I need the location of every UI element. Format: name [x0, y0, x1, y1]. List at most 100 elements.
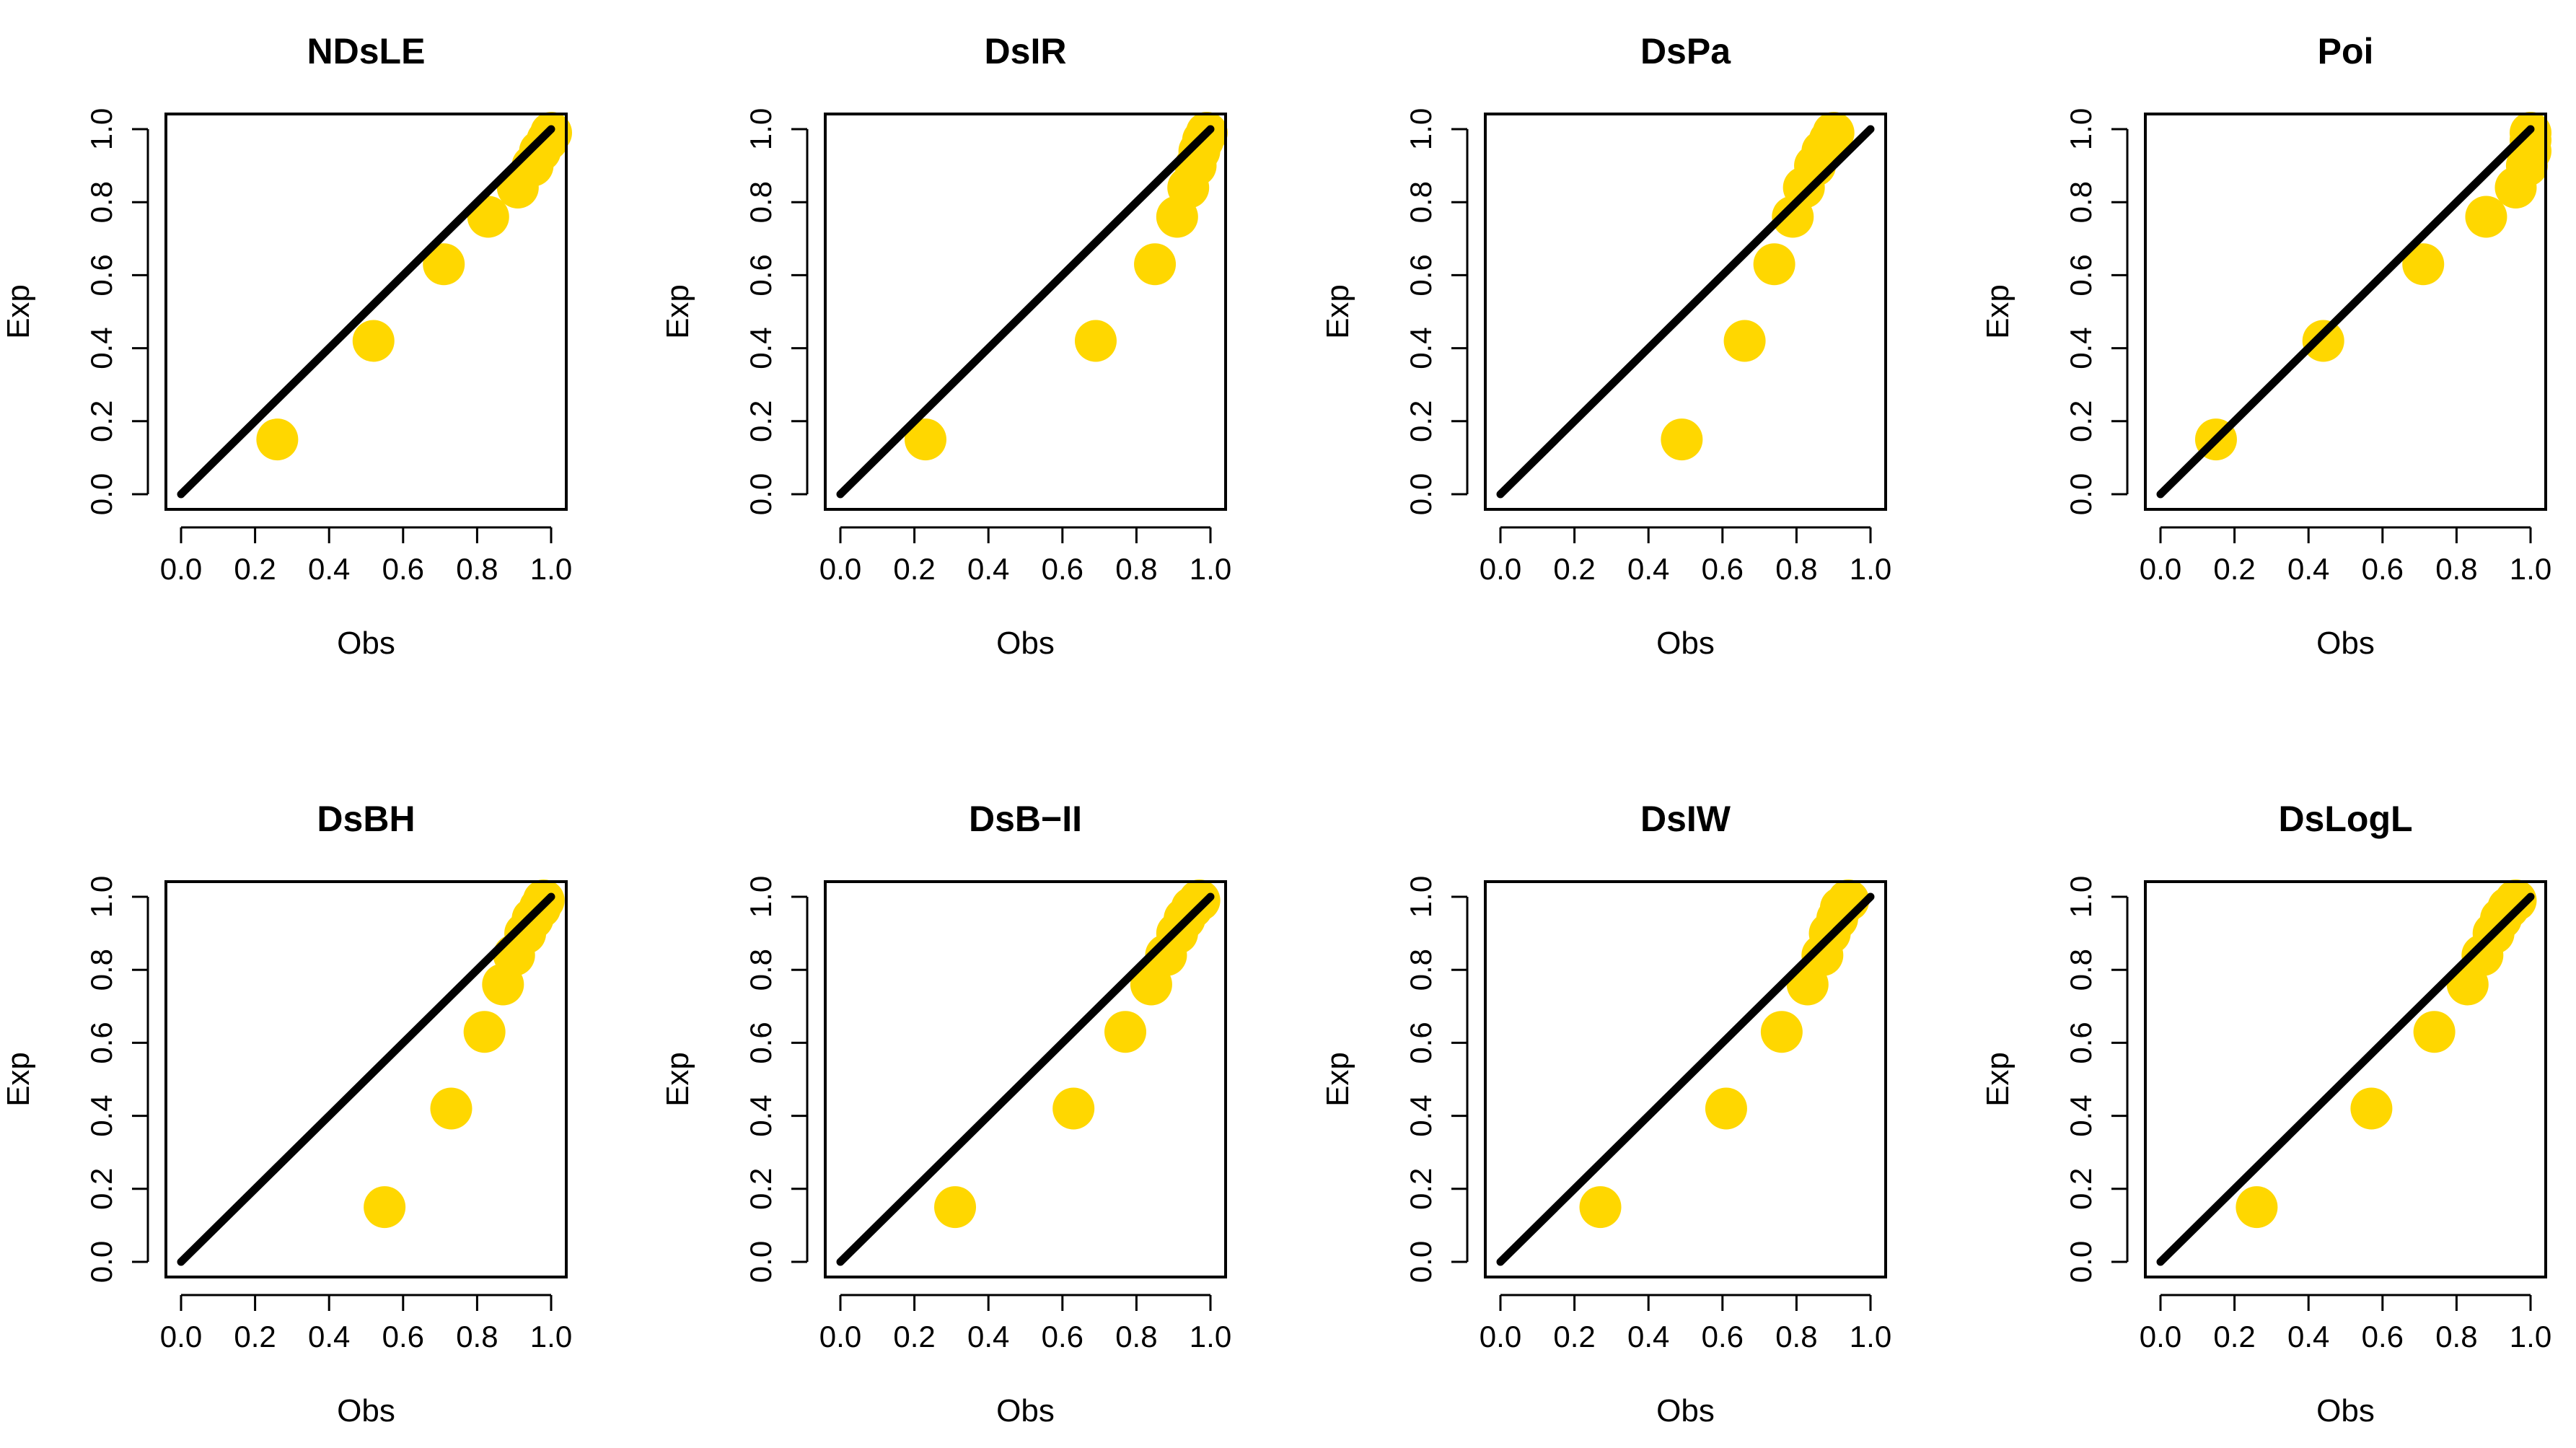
y-tick-label: 1.0 — [84, 108, 118, 150]
y-tick-label: 0.4 — [744, 1094, 778, 1136]
data-point — [2236, 1186, 2278, 1229]
data-point — [256, 418, 299, 461]
y-tick-label: 0.4 — [744, 327, 778, 369]
y-tick-label: 0.8 — [744, 949, 778, 991]
data-point — [2465, 196, 2507, 238]
y-tick-label: 0.2 — [84, 1168, 118, 1210]
y-tick-label: 1.0 — [2064, 876, 2098, 918]
x-tick-label: 1.0 — [2510, 1320, 2551, 1353]
y-tick-label: 0.0 — [2064, 473, 2098, 515]
x-tick-label: 0.4 — [967, 552, 1009, 586]
data-point — [463, 1011, 506, 1053]
y-tick-label: 0.2 — [1404, 400, 1438, 442]
x-axis-label: Obs — [1656, 626, 1715, 661]
data-point — [2413, 1011, 2456, 1053]
x-tick-label: 0.0 — [160, 552, 202, 586]
y-tick-label: 0.0 — [1404, 1241, 1438, 1283]
x-tick-label: 0.8 — [1115, 1320, 1157, 1353]
x-axis-label: Obs — [337, 626, 395, 661]
y-tick-label: 0.2 — [84, 400, 118, 442]
y-tick-label: 0.8 — [2064, 949, 2098, 991]
y-tick-label: 0.8 — [84, 181, 118, 223]
y-tick-label: 0.8 — [84, 949, 118, 991]
data-point — [1178, 879, 1221, 922]
plot-frame — [1484, 880, 1887, 1278]
y-tick-label: 0.4 — [84, 327, 118, 369]
reference-line — [836, 125, 1215, 499]
x-tick-label: 1.0 — [2510, 552, 2551, 586]
x-tick-label: 1.0 — [530, 552, 572, 586]
y-tick-label: 0.6 — [744, 254, 778, 296]
x-tick-label: 1.0 — [1850, 552, 1891, 586]
x-tick-label: 0.2 — [234, 1320, 276, 1353]
x-tick-label: 0.8 — [456, 1320, 498, 1353]
y-tick-label: 0.0 — [2064, 1241, 2098, 1283]
data-point — [1661, 418, 1703, 461]
y-tick-label: 0.2 — [2064, 400, 2098, 442]
y-axis-label: Exp — [660, 1052, 695, 1107]
y-tick-label: 0.6 — [2064, 1022, 2098, 1063]
y-tick-label: 0.8 — [1404, 949, 1438, 991]
data-point — [2350, 1087, 2393, 1130]
x-tick-label: 0.0 — [2140, 552, 2181, 586]
x-axis-label: Obs — [337, 1393, 395, 1429]
y-tick-label: 0.6 — [84, 1022, 118, 1063]
y-tick-label: 0.8 — [2064, 181, 2098, 223]
x-tick-label: 0.8 — [1775, 1320, 1817, 1353]
x-tick-label: 1.0 — [1190, 552, 1231, 586]
x-tick-label: 1.0 — [1190, 1320, 1231, 1353]
panel-title: DsPa — [1640, 31, 1731, 71]
plot-frame — [824, 113, 1227, 511]
y-tick-label: 0.6 — [1404, 1022, 1438, 1063]
panel-4: Poi 0.0 0.2 0.4 0.6 0.8 1.0 Obs 0.0 0.2 0.4 0.6 0.8 1… — [1980, 31, 2551, 661]
x-tick-label: 0.8 — [1775, 552, 1817, 586]
x-tick-label: 0.8 — [1115, 552, 1157, 586]
y-tick-label: 0.2 — [2064, 1168, 2098, 1210]
x-tick-label: 0.6 — [382, 552, 424, 586]
data-point — [1579, 1186, 1622, 1229]
data-point — [1052, 1087, 1095, 1130]
panel-title: DsBH — [317, 799, 415, 839]
x-tick-label: 0.6 — [2362, 1320, 2404, 1353]
reference-line — [1496, 125, 1875, 499]
y-axis-label: Exp — [1320, 1052, 1355, 1107]
panel-3: DsPa 0.0 0.2 0.4 0.6 0.8 1.0 Obs 0.0 0.2 0.4 0.6 0.8… — [1320, 31, 1891, 661]
y-tick-label: 1.0 — [2064, 108, 2098, 150]
panel-title: DsIR — [985, 31, 1067, 71]
x-tick-label: 0.2 — [234, 552, 276, 586]
reference-line — [177, 125, 555, 499]
y-tick-label: 0.6 — [2064, 254, 2098, 296]
x-tick-label: 0.2 — [893, 1320, 935, 1353]
y-tick-label: 1.0 — [744, 876, 778, 918]
x-tick-label: 0.6 — [1702, 1320, 1744, 1353]
x-tick-label: 0.4 — [308, 552, 350, 586]
x-tick-label: 0.8 — [2435, 1320, 2477, 1353]
y-tick-label: 0.2 — [1404, 1168, 1438, 1210]
plot-frame — [824, 880, 1227, 1278]
x-tick-label: 0.8 — [456, 552, 498, 586]
panel-5: DsBH 0.0 0.2 0.4 0.6 0.8 1.0 Obs 0.0 0.2 0.4 0.6 0.8… — [1, 799, 572, 1429]
x-axis-label: Obs — [996, 1393, 1055, 1429]
x-tick-label: 0.0 — [160, 1320, 202, 1353]
plot-frame — [164, 880, 568, 1278]
reference-line — [177, 892, 555, 1266]
data-point — [352, 320, 395, 362]
x-tick-label: 0.4 — [2287, 1320, 2329, 1353]
x-axis-label: Obs — [996, 626, 1055, 661]
x-tick-label: 0.6 — [2362, 552, 2404, 586]
plot-frame — [2144, 113, 2547, 511]
x-tick-label: 0.6 — [382, 1320, 424, 1353]
x-tick-label: 0.6 — [1042, 1320, 1083, 1353]
y-tick-label: 1.0 — [1404, 108, 1438, 150]
x-tick-label: 0.8 — [2435, 552, 2477, 586]
data-point — [2302, 320, 2344, 362]
y-tick-label: 0.4 — [1404, 327, 1438, 369]
y-axis-label: Exp — [1, 284, 36, 339]
x-tick-label: 0.4 — [2287, 552, 2329, 586]
y-tick-label: 0.4 — [1404, 1094, 1438, 1136]
y-tick-label: 1.0 — [1404, 876, 1438, 918]
y-axis-label: Exp — [660, 284, 695, 339]
y-tick-label: 1.0 — [84, 876, 118, 918]
y-tick-label: 0.2 — [744, 400, 778, 442]
y-tick-label: 0.0 — [84, 473, 118, 515]
